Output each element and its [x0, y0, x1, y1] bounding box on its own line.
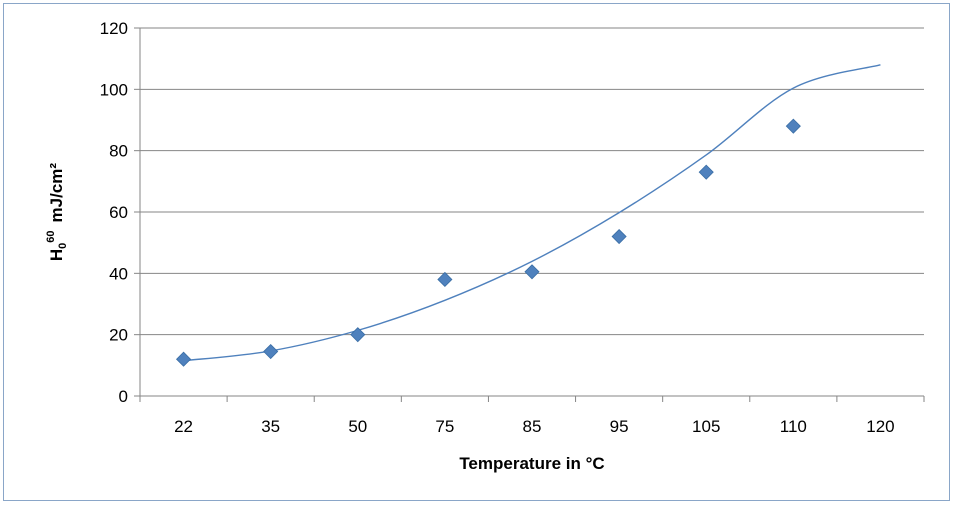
x-tick-label-120: 120 [866, 417, 894, 436]
trendline [183, 64, 881, 362]
data-points [175, 118, 801, 367]
chart-frame [3, 3, 950, 501]
y-axis-title-subscript: 0 [57, 243, 69, 249]
y-tick-label-120: 120 [100, 19, 128, 38]
data-point-75 [437, 271, 453, 288]
y-tick-label-80: 80 [109, 142, 128, 161]
y-axis-title-unit: mJ/cm² [47, 163, 66, 223]
x-tick-label-22: 22 [174, 417, 193, 436]
y-axis-title-main: H [47, 249, 66, 261]
y-tick-label-0: 0 [119, 387, 128, 406]
y-axis-title-superscript: 60 [45, 230, 57, 242]
x-tick-labels: 22 35 50 75 85 95 105 110 120 [174, 417, 895, 436]
x-tick-label-50: 50 [348, 417, 367, 436]
x-tick-label-110: 110 [780, 417, 807, 436]
data-point-105 [698, 164, 714, 180]
data-point-50 [350, 327, 366, 343]
y-tick-label-40: 40 [109, 264, 128, 283]
x-tick-label-75: 75 [435, 417, 454, 436]
gridlines [140, 27, 924, 336]
x-tick-label-95: 95 [610, 417, 629, 436]
data-point-95 [611, 228, 627, 245]
y-axis-title: H060 mJ/cm² [45, 163, 69, 262]
data-point-110 [785, 118, 801, 134]
x-tick-label-35: 35 [261, 417, 280, 436]
y-tick-labels: 0 20 40 60 80 100 120 [100, 19, 128, 406]
x-tick-label-105: 105 [692, 417, 720, 436]
axes [134, 27, 925, 402]
data-point-85 [524, 264, 540, 280]
data-point-35 [263, 343, 279, 360]
y-tick-label-60: 60 [109, 203, 128, 222]
x-tick-label-85: 85 [523, 417, 542, 436]
y-tick-label-100: 100 [100, 80, 128, 99]
x-axis-title: Temperature in °C [459, 454, 604, 473]
data-point-22 [175, 351, 192, 367]
y-tick-label-20: 20 [109, 326, 128, 345]
